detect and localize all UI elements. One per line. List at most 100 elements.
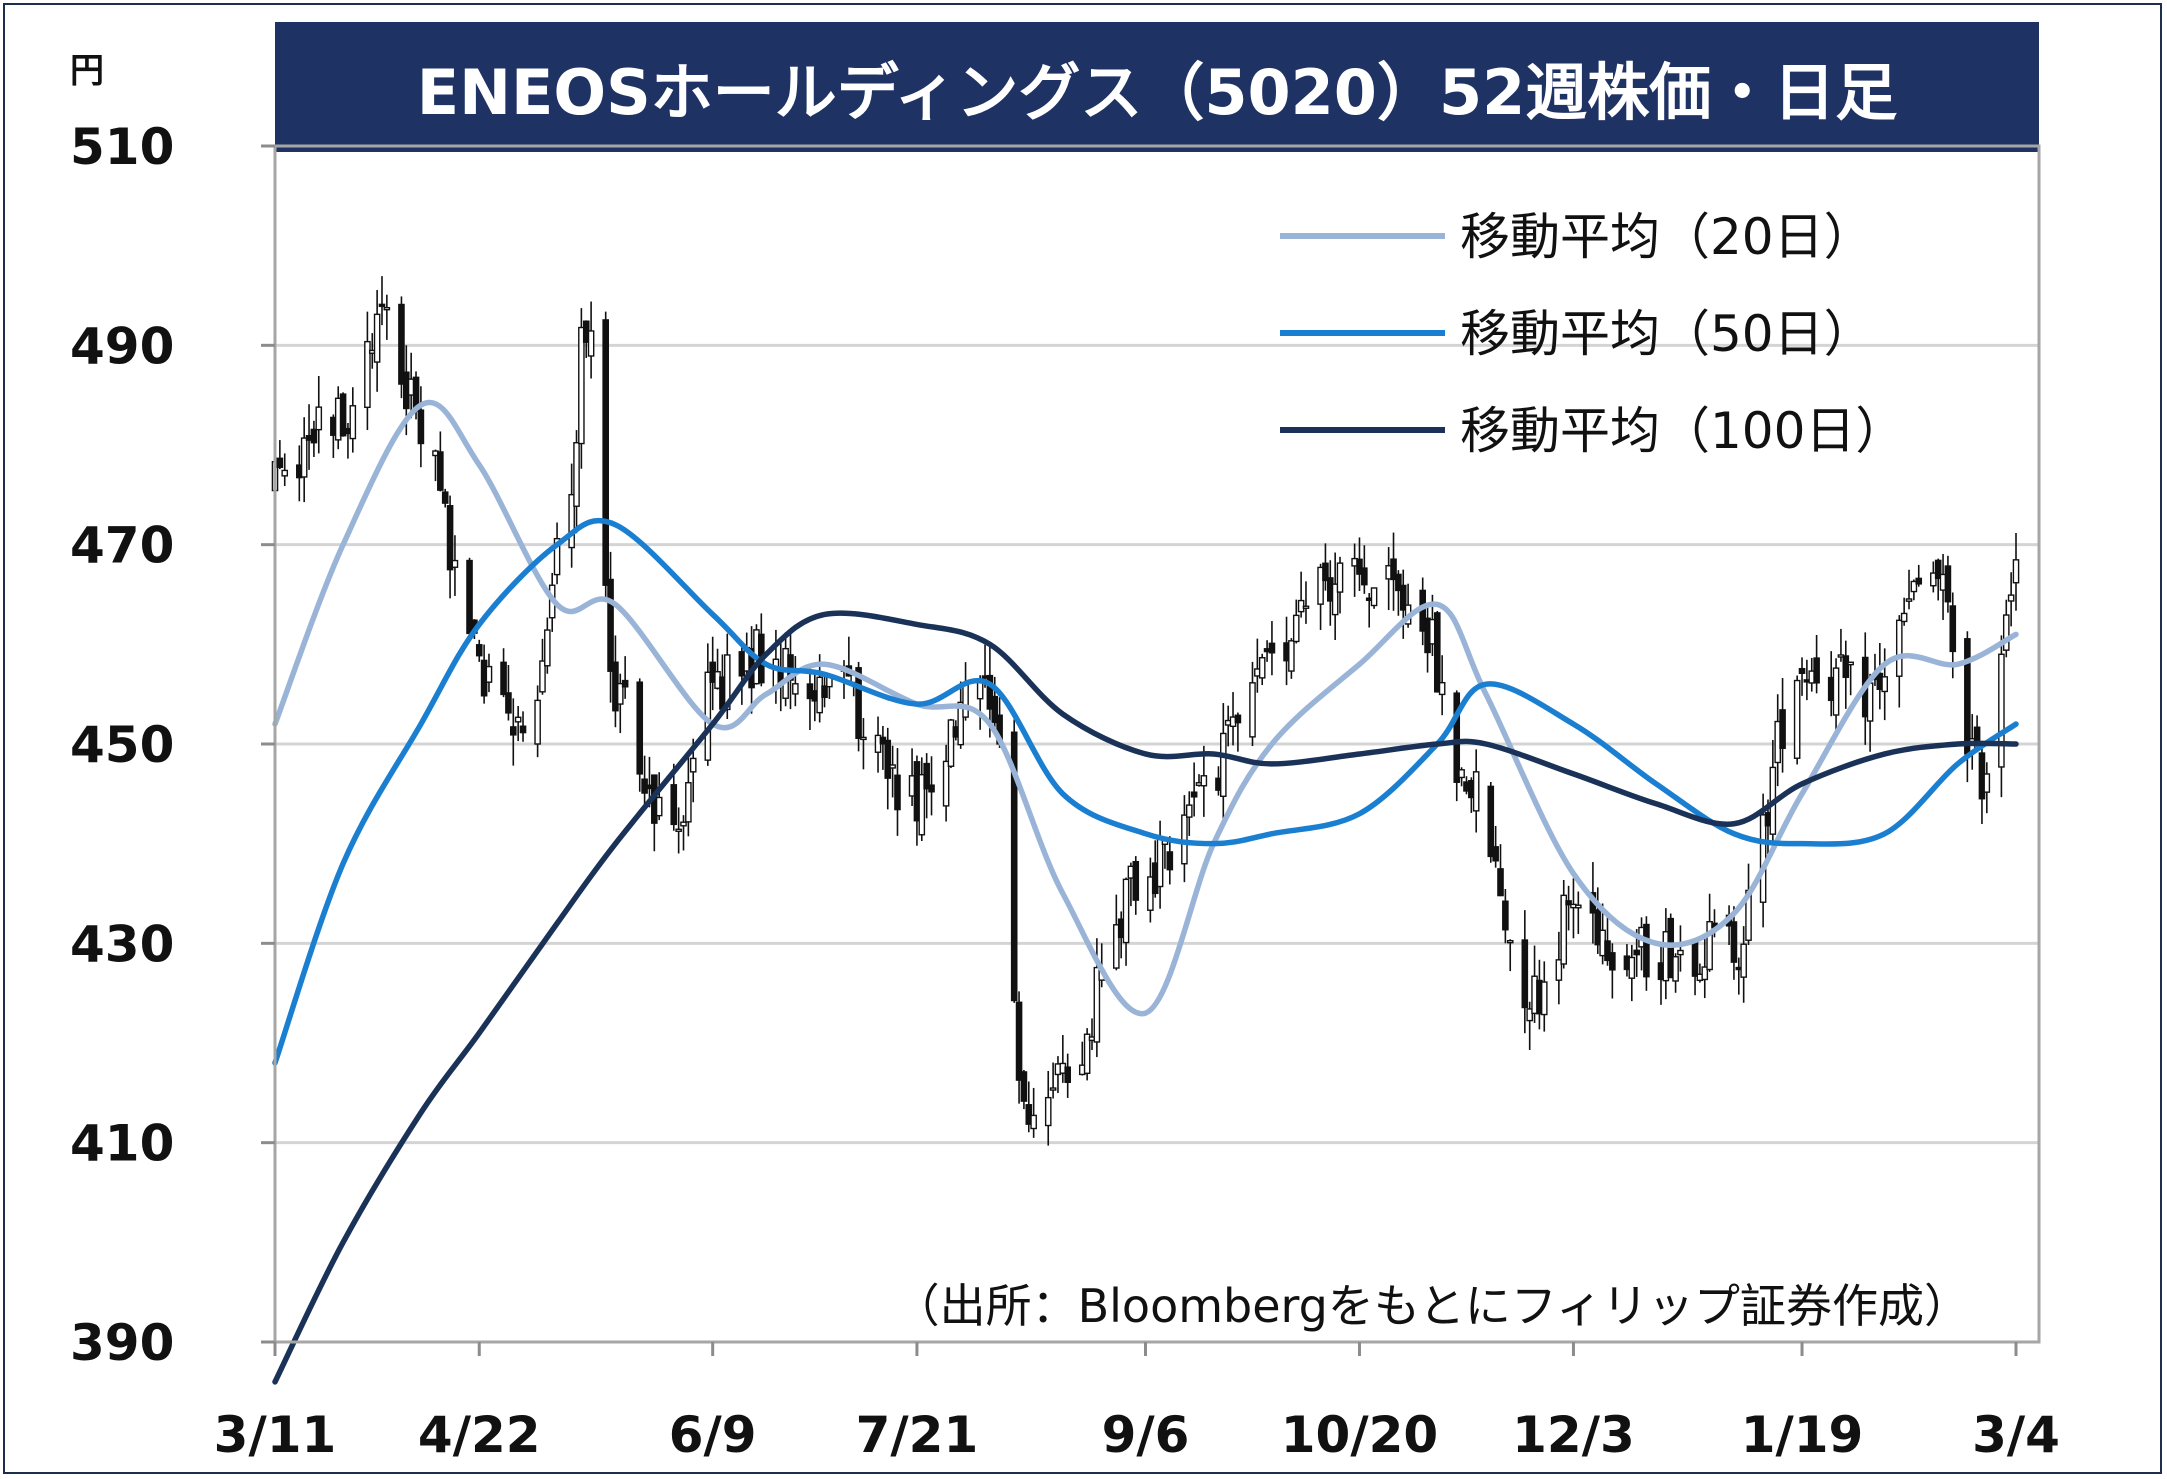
candle-body (1842, 655, 1850, 679)
x-axis-ticks: 3/11 4/22 6/9 7/21 9/6 10/20 12/3 1/19 3/4 (214, 1342, 2060, 1464)
candle-body (685, 782, 692, 823)
candle-body (1502, 900, 1509, 931)
candle-body (1759, 814, 1767, 903)
candle-body (947, 719, 955, 767)
candle-body (860, 736, 867, 741)
candle-body (573, 442, 580, 507)
candle-body (602, 319, 609, 586)
candle-body (437, 451, 444, 491)
candle-body (1915, 577, 1923, 585)
candle-body (1220, 732, 1227, 797)
candle-body (1798, 667, 1806, 674)
candle-body (1506, 939, 1514, 944)
candle-body (1438, 682, 1446, 696)
candle-body (2007, 594, 2015, 602)
candle-body (1604, 940, 1611, 962)
ma-line-3 (272, 610, 2019, 1385)
candle-body (855, 667, 862, 739)
candle-body (1832, 667, 1840, 716)
candle-body (1609, 952, 1616, 971)
candle-body (1200, 775, 1208, 787)
candle-body (1185, 804, 1193, 818)
candle-body (500, 661, 507, 696)
candle-body (534, 699, 541, 745)
candle-body (1949, 605, 1957, 653)
candle-body (553, 537, 561, 576)
candle-body (578, 326, 585, 445)
candle-body (1667, 917, 1675, 979)
candle-body (276, 457, 284, 469)
candle-body (680, 821, 687, 827)
candle-body (1258, 657, 1266, 679)
candle-body (310, 428, 318, 444)
candle-body (378, 303, 386, 308)
candle-body (1628, 956, 1636, 979)
candle-body (1234, 714, 1242, 724)
candle-body (281, 469, 289, 477)
candle-body (1336, 562, 1344, 593)
x-tick-label: 3/11 (214, 1406, 337, 1464)
candle-body (1093, 966, 1101, 1043)
candle-body (1122, 878, 1130, 944)
candle-body (923, 762, 930, 790)
y-unit-label: 円 (70, 51, 104, 91)
gridlines (275, 144, 2039, 1145)
y-tick-label: 490 (70, 317, 174, 375)
candle-body (1049, 1087, 1057, 1091)
candle-body (1813, 657, 1820, 684)
ma-line-2 (272, 517, 2019, 1066)
x-tick-label: 7/21 (856, 1406, 979, 1464)
candle-body (1998, 653, 2005, 768)
candle-body (539, 660, 546, 693)
candle-body (568, 493, 575, 549)
candle-body (1779, 709, 1786, 749)
x-tick-label: 6/9 (669, 1406, 757, 1464)
candle-body (1190, 791, 1198, 798)
candle-body (884, 739, 892, 779)
legend: 移動平均（20日） 移動平均（50日） 移動平均（100日） (1280, 208, 1905, 460)
candle-body (1433, 612, 1441, 693)
candle-body (1472, 771, 1480, 812)
candle-body (2012, 559, 2020, 584)
candle-body (1594, 909, 1602, 946)
chart-title: ENEOSホールディングス（5020）52週株価・日足 (417, 56, 1897, 129)
candle-body (1847, 661, 1854, 666)
chart-frame (3, 3, 2162, 1474)
candle-body (364, 340, 371, 409)
candle-body (1643, 923, 1650, 978)
candle-body (1458, 769, 1465, 779)
candle-body (655, 796, 663, 817)
legend-label: 移動平均（50日） (1460, 305, 1874, 363)
ma-line-1 (272, 400, 2019, 1017)
candle-body (398, 303, 405, 385)
candle-body (942, 760, 950, 807)
candle-body (1740, 943, 1747, 978)
candle-body (2002, 614, 2010, 651)
candle-body (446, 505, 454, 571)
candle-body (1317, 566, 1324, 605)
candle-body (349, 405, 357, 440)
candle-body (607, 578, 614, 672)
candle-body (485, 665, 493, 683)
candle-body (1044, 1096, 1052, 1127)
y-tick-label: 430 (70, 915, 174, 973)
y-tick-label: 470 (70, 517, 174, 575)
x-tick-label: 4/22 (418, 1406, 541, 1464)
y-tick-label: 510 (70, 118, 174, 176)
candle-body (451, 559, 459, 568)
candle-body (962, 684, 969, 718)
candle-body (1895, 619, 1903, 677)
candle-body (1633, 949, 1640, 956)
candle-body (889, 764, 896, 769)
candle-body (1010, 731, 1018, 1002)
candle-body (514, 716, 522, 723)
candle-body (1973, 726, 1981, 742)
candle-body (1370, 587, 1378, 607)
candle-body (670, 784, 678, 826)
candle-body (544, 629, 551, 667)
candle-body (1030, 1114, 1037, 1130)
candle-body (1900, 612, 1908, 623)
candle-body (417, 409, 425, 445)
candle-body (1983, 773, 1991, 793)
candle-body (315, 406, 323, 431)
